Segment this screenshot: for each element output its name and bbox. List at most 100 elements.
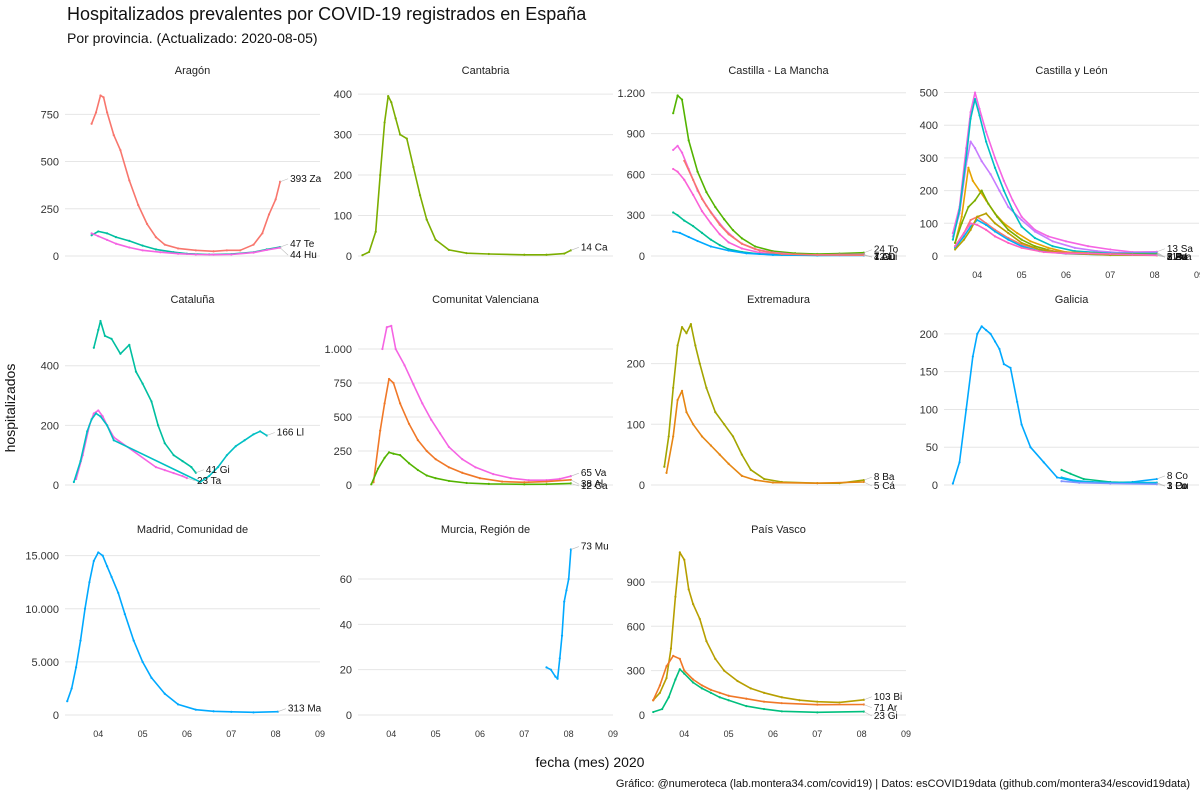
- data-point: [993, 235, 997, 238]
- data-point: [252, 243, 255, 246]
- data-point: [150, 400, 153, 403]
- data-point: [99, 415, 102, 418]
- x-tick-label: 09: [608, 729, 618, 739]
- data-point: [478, 477, 482, 480]
- data-point: [97, 328, 100, 332]
- data-point: [407, 422, 411, 425]
- label-leader: [266, 432, 275, 436]
- data-point: [461, 471, 464, 474]
- data-point: [683, 669, 686, 672]
- data-point: [487, 482, 490, 486]
- end-label: 5 Se: [1167, 252, 1188, 263]
- data-point: [225, 249, 228, 252]
- data-point: [545, 253, 548, 256]
- data-point: [545, 666, 548, 669]
- x-axis-label: fecha (mes) 2020: [535, 754, 645, 770]
- data-point: [798, 699, 801, 702]
- data-point: [361, 254, 364, 257]
- series-line: [93, 320, 197, 474]
- label-leader: [570, 546, 579, 550]
- data-point: [163, 442, 166, 445]
- data-point: [696, 170, 699, 173]
- series-line: [546, 549, 572, 680]
- data-point: [665, 471, 668, 474]
- label-leader: [863, 704, 872, 709]
- data-point: [1020, 218, 1023, 222]
- data-point: [385, 326, 388, 329]
- data-point: [709, 222, 712, 225]
- end-label: 2 Pa: [1167, 252, 1188, 263]
- data-point: [1055, 476, 1059, 479]
- data-point: [103, 334, 107, 337]
- data-point: [176, 247, 180, 250]
- x-tick-label: 09: [901, 729, 911, 739]
- data-point: [527, 479, 530, 482]
- x-tick-label: 06: [768, 729, 778, 739]
- label-leader: [1156, 483, 1165, 487]
- facet-title: Castilla y León: [1035, 65, 1107, 77]
- data-point: [993, 222, 997, 225]
- data-point: [259, 430, 262, 433]
- y-tick-label: 0: [346, 480, 352, 492]
- data-point: [465, 252, 468, 255]
- data-point: [993, 340, 997, 343]
- data-point: [523, 253, 526, 256]
- data-point: [727, 249, 730, 252]
- data-point: [101, 554, 104, 557]
- data-point: [696, 239, 699, 243]
- facet-panel: Comunitat Valenciana 0 250 500 750 1.000 65 Va…: [324, 294, 613, 492]
- data-point: [523, 481, 526, 484]
- x-tick-label: 07: [226, 729, 236, 739]
- y-tick-label: 0: [53, 710, 59, 722]
- data-point: [399, 402, 402, 405]
- data-point: [88, 581, 91, 584]
- data-point: [119, 149, 122, 152]
- data-point: [159, 251, 162, 254]
- y-tick-label: 1.000: [324, 344, 352, 356]
- data-point: [123, 612, 126, 616]
- end-label: 103 Bi: [874, 692, 902, 703]
- data-point: [745, 705, 748, 708]
- data-point: [1060, 476, 1063, 479]
- data-point: [565, 589, 568, 592]
- data-point: [700, 684, 704, 687]
- y-tick-label: 60: [340, 574, 352, 586]
- data-point: [683, 178, 686, 181]
- facet-title: Cantabria: [462, 65, 511, 77]
- x-tick-label: 08: [564, 729, 574, 739]
- data-point: [672, 167, 675, 171]
- data-point: [110, 575, 113, 578]
- data-point: [762, 700, 766, 703]
- data-point: [172, 454, 175, 457]
- data-point: [969, 222, 972, 225]
- data-point: [154, 236, 158, 239]
- series-line: [954, 222, 1157, 257]
- y-tick-label: 500: [920, 88, 938, 100]
- data-point: [106, 565, 109, 568]
- data-point: [971, 179, 974, 182]
- data-point: [92, 412, 95, 415]
- data-point: [1109, 248, 1112, 251]
- data-point: [709, 211, 712, 214]
- data-point: [740, 474, 744, 477]
- facet-title: País Vasco: [751, 524, 806, 536]
- data-point: [90, 234, 93, 237]
- data-point: [176, 252, 180, 255]
- data-point: [92, 559, 95, 563]
- data-point: [973, 97, 977, 101]
- y-tick-label: 0: [639, 480, 645, 492]
- x-tick-label: 05: [724, 729, 734, 739]
- data-point: [745, 697, 748, 700]
- data-point: [672, 148, 675, 152]
- end-label: 44 Hu: [290, 250, 317, 261]
- data-point: [718, 223, 721, 226]
- data-point: [951, 238, 954, 241]
- data-point: [276, 710, 279, 713]
- label-leader: [1156, 255, 1165, 258]
- end-label: 47 Te: [290, 239, 315, 250]
- end-label: 73 Mu: [581, 542, 609, 553]
- data-point: [1047, 246, 1050, 249]
- y-tick-label: 300: [920, 153, 938, 165]
- data-point: [97, 551, 100, 554]
